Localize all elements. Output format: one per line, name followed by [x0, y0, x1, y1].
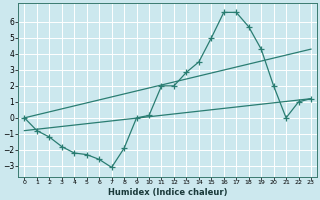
X-axis label: Humidex (Indice chaleur): Humidex (Indice chaleur): [108, 188, 228, 197]
